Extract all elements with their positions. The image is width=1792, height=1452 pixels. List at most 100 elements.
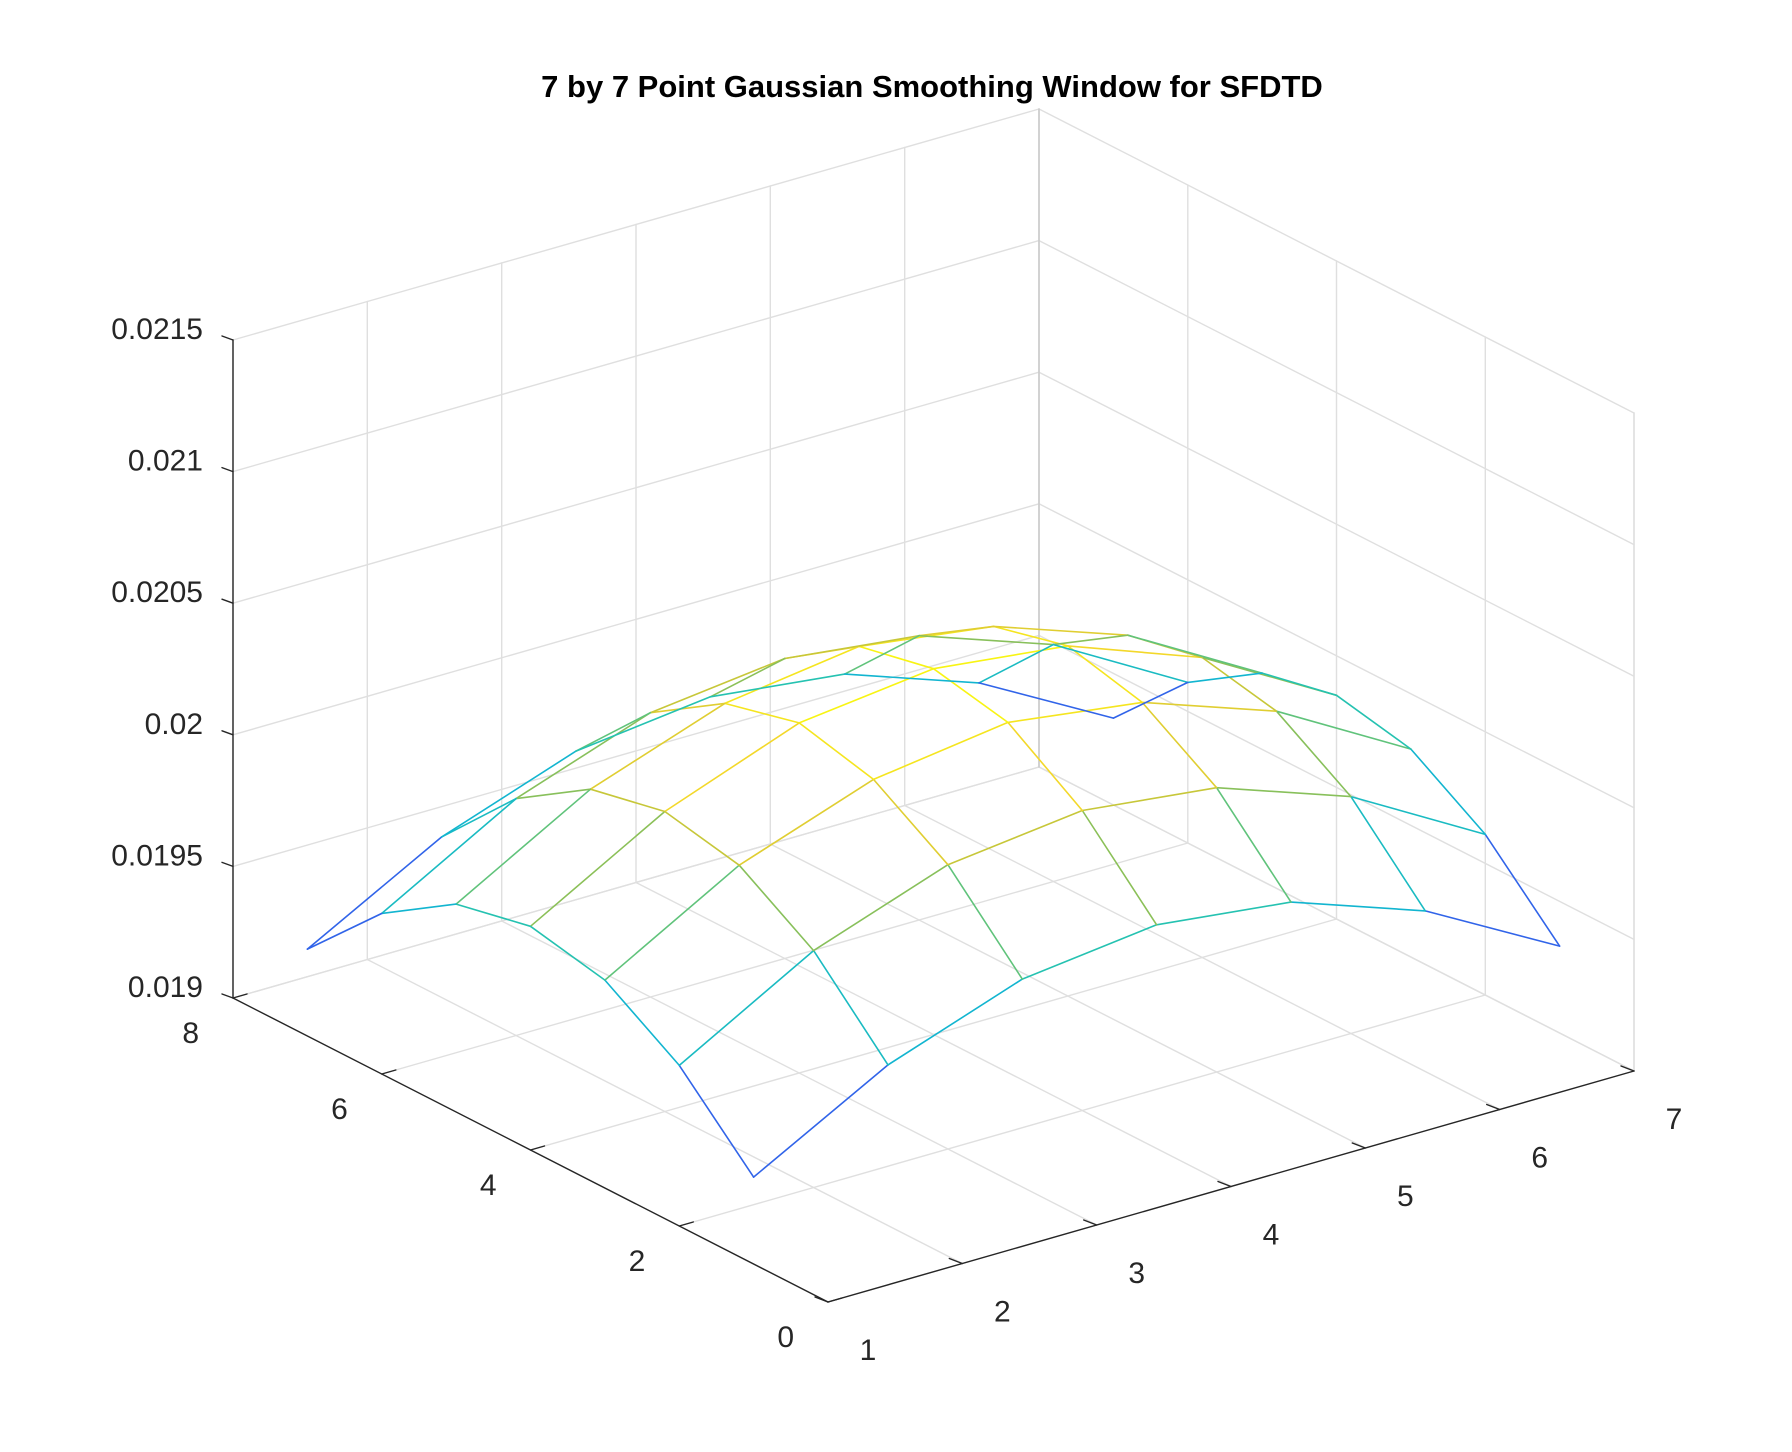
mesh-edge bbox=[306, 836, 443, 950]
mesh-edge bbox=[515, 711, 652, 800]
mesh-edge bbox=[843, 634, 920, 675]
mesh-edge bbox=[529, 810, 666, 928]
mesh-edge bbox=[752, 1064, 889, 1178]
mesh-edge bbox=[1290, 901, 1427, 912]
mesh-edge bbox=[887, 978, 1024, 1066]
mesh-edge bbox=[678, 949, 815, 1067]
mesh-edge bbox=[380, 797, 517, 915]
mesh-edge bbox=[604, 864, 741, 981]
grid-line bbox=[381, 842, 1189, 1075]
mesh-edge bbox=[1081, 809, 1158, 926]
grid-line bbox=[1038, 371, 1635, 677]
y-tick-label: 6 bbox=[331, 1093, 348, 1126]
mesh-edge bbox=[783, 634, 920, 660]
mesh-edge bbox=[709, 673, 846, 698]
mesh-edge bbox=[738, 778, 875, 867]
mesh-edge bbox=[978, 643, 1055, 684]
mesh-edge bbox=[1335, 694, 1412, 750]
mesh-edge bbox=[604, 979, 681, 1067]
grid-line bbox=[232, 108, 1040, 341]
mesh-edge bbox=[575, 711, 652, 752]
z-tick-label: 0.02 bbox=[145, 708, 203, 741]
mesh-edge bbox=[1424, 910, 1561, 947]
mesh-edge bbox=[663, 810, 741, 867]
mesh-edge bbox=[932, 645, 1069, 670]
tick-marks bbox=[221, 335, 1635, 1303]
mesh-edge bbox=[455, 788, 592, 905]
grid-line bbox=[232, 634, 1040, 868]
mesh-edge bbox=[1187, 672, 1263, 684]
mesh-edge bbox=[1052, 643, 1189, 684]
mesh-edge bbox=[812, 949, 889, 1066]
mesh-edge bbox=[738, 864, 815, 952]
y-tick bbox=[381, 1069, 397, 1075]
z-tick bbox=[221, 993, 234, 999]
x-tick bbox=[1217, 1180, 1232, 1188]
mesh-edge bbox=[1007, 701, 1143, 724]
z-tick-label: 0.019 bbox=[128, 971, 203, 1004]
grid-line bbox=[1038, 108, 1635, 414]
x-tick bbox=[1620, 1065, 1635, 1072]
grid-line bbox=[232, 371, 1040, 604]
mesh-edge bbox=[1067, 645, 1203, 659]
y-tick-label: 0 bbox=[777, 1321, 794, 1354]
z-tick bbox=[221, 466, 234, 473]
mesh-edge bbox=[649, 702, 726, 714]
x-tick-label: 2 bbox=[994, 1296, 1011, 1329]
mesh-edge bbox=[918, 625, 995, 637]
mesh-edge bbox=[1127, 634, 1263, 674]
mesh-edge bbox=[1007, 721, 1084, 812]
chart-title: 7 by 7 Point Gaussian Smoothing Window f… bbox=[541, 69, 1323, 104]
mesh-edge bbox=[932, 667, 1009, 724]
mesh-edge bbox=[947, 809, 1084, 866]
x-tick-label: 7 bbox=[1666, 1103, 1683, 1136]
mesh-edge bbox=[1261, 672, 1338, 697]
mesh-edge bbox=[1081, 786, 1218, 812]
y-tick-label: 2 bbox=[629, 1245, 646, 1278]
mesh-edge bbox=[858, 645, 935, 670]
mesh-edge bbox=[529, 925, 606, 981]
mesh-edge bbox=[723, 645, 860, 705]
mesh-edge bbox=[589, 788, 666, 813]
mesh-edge bbox=[872, 778, 949, 866]
x-tick-label: 5 bbox=[1397, 1180, 1414, 1213]
mesh-edge bbox=[918, 634, 1055, 646]
z-tick-label: 0.021 bbox=[128, 445, 203, 478]
mesh-edge bbox=[798, 722, 875, 781]
x-tick bbox=[1485, 1103, 1501, 1111]
grid-line bbox=[232, 766, 1040, 999]
mesh-edge bbox=[1275, 710, 1412, 750]
mesh-edge bbox=[649, 657, 786, 714]
y-tick bbox=[678, 1221, 694, 1227]
grid-line bbox=[678, 994, 1487, 1227]
mesh-edge bbox=[992, 625, 1069, 647]
mesh-edge bbox=[992, 625, 1129, 637]
mesh-edge bbox=[1021, 923, 1158, 980]
z-tick-label: 0.0205 bbox=[111, 576, 203, 609]
mesh-edge bbox=[843, 673, 980, 684]
mesh-edge bbox=[1201, 656, 1278, 713]
mesh-edge bbox=[1215, 786, 1352, 798]
mesh-edge bbox=[872, 721, 1009, 781]
tick-labels: 1 2 3 4 5 6 7 0 2 4 6 8 0.019 0.0195 0.02 0.0205 0.021 0.… bbox=[111, 313, 1682, 1367]
y-tick bbox=[232, 993, 248, 999]
grid-line bbox=[232, 503, 1040, 736]
mesh-edge bbox=[709, 657, 786, 698]
mesh-edge bbox=[1350, 795, 1427, 912]
mesh-edge bbox=[678, 1064, 755, 1178]
grid-line bbox=[1038, 503, 1635, 809]
mesh-edge bbox=[978, 682, 1115, 719]
x-tick-label: 4 bbox=[1263, 1219, 1280, 1252]
mesh-edge bbox=[1275, 710, 1352, 798]
mesh-edge bbox=[1155, 901, 1292, 926]
mesh-edge bbox=[440, 750, 577, 838]
mesh-edge bbox=[1410, 748, 1487, 836]
grid-line bbox=[1038, 239, 1635, 546]
mesh-edge bbox=[1350, 795, 1487, 836]
mesh-edge bbox=[1141, 701, 1278, 713]
x-tick bbox=[948, 1257, 963, 1265]
mesh-edge bbox=[1112, 681, 1189, 719]
mesh-edge bbox=[1215, 786, 1292, 903]
